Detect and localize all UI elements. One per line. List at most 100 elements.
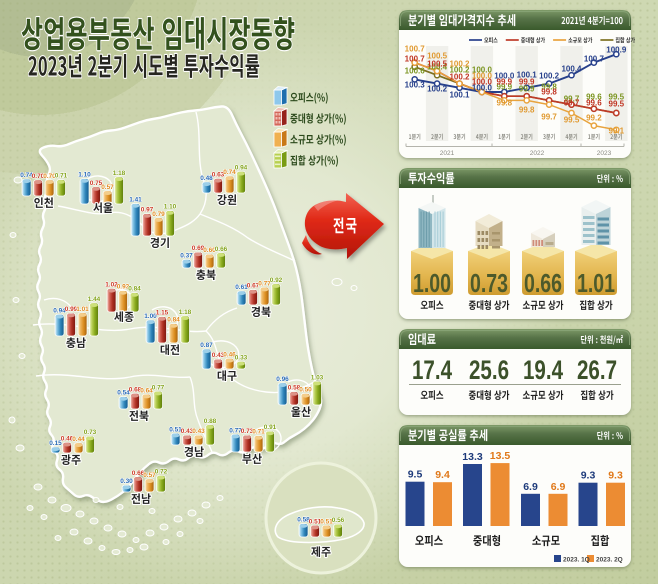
svg-text:1.00: 1.00 — [413, 268, 451, 298]
svg-text:0.73: 0.73 — [84, 429, 97, 436]
svg-text:99.9: 99.9 — [497, 83, 513, 92]
svg-text:0.70: 0.70 — [32, 173, 45, 180]
svg-text:100.0: 100.0 — [472, 84, 493, 93]
svg-text:0.15: 0.15 — [49, 440, 62, 447]
svg-text:19.4: 19.4 — [523, 355, 563, 385]
svg-text:99.7: 99.7 — [541, 113, 557, 122]
svg-text:99.8: 99.8 — [519, 106, 535, 115]
svg-text:1.02: 1.02 — [105, 282, 118, 289]
svg-text:100.5: 100.5 — [427, 52, 448, 61]
svg-text:1.41: 1.41 — [129, 197, 142, 204]
svg-text:100.3: 100.3 — [405, 81, 426, 90]
svg-text:0.46: 0.46 — [61, 435, 74, 442]
svg-text:99.7: 99.7 — [564, 99, 580, 108]
svg-text:0.71: 0.71 — [252, 429, 265, 436]
svg-text:1.44: 1.44 — [88, 296, 101, 303]
svg-text:0.61: 0.61 — [235, 284, 248, 291]
svg-text:0.56: 0.56 — [332, 517, 345, 524]
svg-text:0.84: 0.84 — [167, 317, 180, 324]
svg-text:0.60: 0.60 — [203, 247, 216, 254]
svg-text:0.99: 0.99 — [65, 306, 78, 313]
svg-text:0.30: 0.30 — [120, 478, 133, 485]
svg-text:100.7: 100.7 — [405, 45, 426, 54]
svg-text:1.01: 1.01 — [76, 306, 89, 313]
svg-text:0.66: 0.66 — [524, 268, 562, 298]
svg-text:0.54: 0.54 — [117, 390, 130, 397]
svg-text:99.8: 99.8 — [541, 83, 557, 92]
svg-text:2023. 2Q: 2023. 2Q — [596, 557, 623, 564]
svg-text:25.6: 25.6 — [469, 355, 509, 385]
svg-text:0.33: 0.33 — [235, 354, 248, 361]
svg-text:100.0: 100.0 — [472, 78, 493, 87]
svg-text:99.6: 99.6 — [586, 93, 602, 102]
svg-text:0.77: 0.77 — [258, 280, 271, 287]
svg-text:17.4: 17.4 — [412, 355, 452, 385]
svg-text:2023. 1Q: 2023. 1Q — [563, 557, 590, 564]
svg-text:0.94: 0.94 — [235, 164, 248, 171]
svg-text:0.51: 0.51 — [169, 426, 182, 433]
svg-text:1.01: 1.01 — [577, 268, 615, 298]
svg-text:6.9: 6.9 — [551, 481, 566, 493]
svg-text:1.15: 1.15 — [156, 310, 169, 317]
svg-text:0.77: 0.77 — [229, 427, 242, 434]
svg-text:2022: 2022 — [530, 150, 545, 157]
svg-text:0.66: 0.66 — [215, 246, 228, 253]
svg-text:0.70: 0.70 — [43, 173, 56, 180]
svg-text:100.0: 100.0 — [472, 66, 493, 75]
svg-text:100.4: 100.4 — [427, 63, 448, 72]
svg-text:0.66: 0.66 — [132, 470, 145, 477]
svg-text:1.10: 1.10 — [164, 204, 177, 211]
svg-text:0.58: 0.58 — [288, 385, 301, 392]
svg-text:100.7: 100.7 — [584, 55, 605, 64]
svg-text:0.77: 0.77 — [152, 384, 165, 391]
svg-text:1.18: 1.18 — [179, 309, 192, 316]
svg-text:0.74: 0.74 — [223, 169, 236, 176]
svg-text:0.94: 0.94 — [53, 307, 66, 314]
svg-text:0.43: 0.43 — [192, 428, 205, 435]
svg-text:0.50: 0.50 — [299, 387, 312, 394]
svg-text:99.5: 99.5 — [564, 116, 580, 125]
svg-text:100.0: 100.0 — [472, 72, 493, 81]
svg-text:0.64: 0.64 — [140, 387, 153, 394]
svg-text:0.63: 0.63 — [212, 172, 225, 179]
svg-text:0.44: 0.44 — [72, 436, 85, 443]
svg-text:100.9: 100.9 — [606, 46, 627, 55]
svg-text:9.3: 9.3 — [608, 470, 623, 482]
svg-text:0.43: 0.43 — [212, 352, 225, 359]
svg-text:0.84: 0.84 — [128, 286, 141, 293]
svg-text:0.43: 0.43 — [181, 428, 194, 435]
svg-text:1.03: 1.03 — [311, 374, 324, 381]
svg-text:0.75: 0.75 — [90, 180, 103, 187]
svg-text:99.6: 99.6 — [586, 99, 602, 108]
svg-text:0.92: 0.92 — [270, 277, 283, 284]
svg-text:100.6: 100.6 — [405, 67, 426, 76]
svg-text:0.67: 0.67 — [247, 283, 260, 290]
svg-text:0.73: 0.73 — [241, 428, 254, 435]
svg-text:99.5: 99.5 — [609, 100, 625, 109]
svg-text:9.5: 9.5 — [408, 469, 423, 481]
svg-text:1.10: 1.10 — [78, 172, 91, 179]
svg-text:6.9: 6.9 — [523, 481, 538, 493]
svg-text:0.69: 0.69 — [192, 245, 205, 252]
svg-text:99.5: 99.5 — [609, 93, 625, 102]
svg-text:0.68: 0.68 — [129, 386, 142, 393]
svg-text:100.1: 100.1 — [517, 71, 538, 80]
svg-text:100.0: 100.0 — [494, 72, 515, 81]
svg-text:99.8: 99.8 — [497, 99, 513, 108]
svg-text:0.57: 0.57 — [143, 472, 156, 479]
svg-text:99.7: 99.7 — [564, 95, 580, 104]
svg-text:13.3: 13.3 — [462, 451, 483, 463]
svg-text:0.79: 0.79 — [152, 211, 165, 218]
svg-text:0.93: 0.93 — [117, 284, 130, 291]
svg-text:100.7: 100.7 — [405, 55, 426, 64]
svg-text:100.2: 100.2 — [539, 72, 560, 81]
svg-text:13.5: 13.5 — [490, 450, 511, 462]
svg-text:2023: 2023 — [597, 150, 612, 157]
svg-text:100.1: 100.1 — [449, 91, 470, 100]
svg-text:0.57: 0.57 — [101, 184, 114, 191]
svg-text:100.2: 100.2 — [449, 66, 470, 75]
svg-text:100.2: 100.2 — [449, 73, 470, 82]
svg-text:1.18: 1.18 — [113, 170, 126, 177]
svg-text:0.91: 0.91 — [264, 424, 277, 431]
svg-text:0.87: 0.87 — [200, 342, 213, 349]
